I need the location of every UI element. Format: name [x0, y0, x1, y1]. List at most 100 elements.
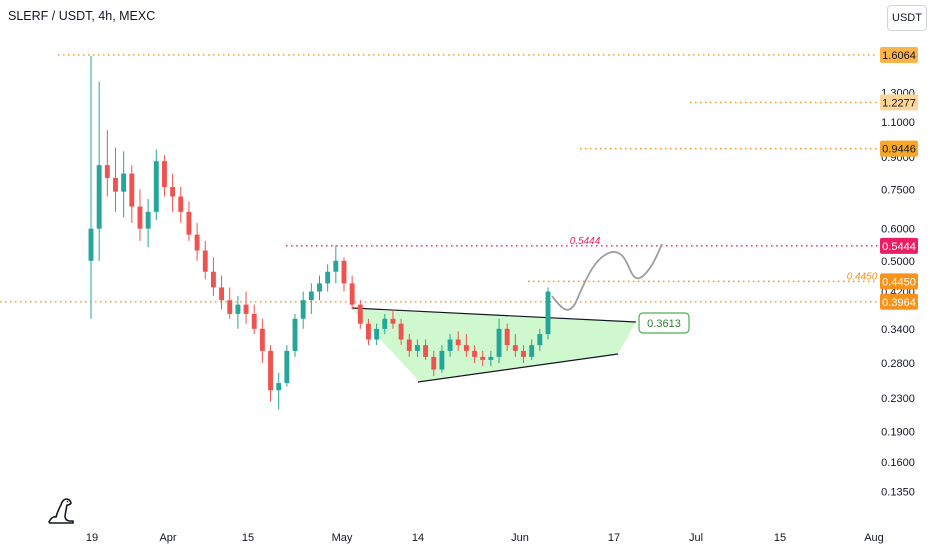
price-badge: [880, 293, 918, 310]
candle-body: [423, 345, 429, 357]
candle-body: [488, 356, 494, 360]
candle-body: [317, 283, 322, 292]
price-badge: [880, 46, 918, 63]
candle-body: [113, 177, 118, 192]
y-tick-label: 0.1600: [881, 457, 915, 469]
candle-body: [259, 328, 265, 351]
candle-body: [325, 271, 331, 284]
y-tick-label: 0.2300: [881, 393, 915, 405]
level-inline-label: 0.4450: [847, 271, 878, 282]
y-tick-label: 0.1900: [881, 426, 915, 438]
y-tick-label: 0.3400: [881, 324, 915, 336]
x-tick-label: 19: [86, 532, 98, 544]
candle-body: [145, 211, 151, 229]
projection-path: [551, 243, 663, 311]
candle-body: [463, 345, 469, 351]
candle-body: [472, 350, 478, 357]
candle-body: [129, 173, 135, 207]
triangle-callout-label: 0.3613: [647, 318, 681, 330]
x-tick-label: 15: [242, 532, 254, 544]
x-tick-label: Jul: [689, 532, 703, 544]
triangle-upper-line: [351, 307, 637, 323]
price-badge-label: 0.9446: [882, 144, 916, 156]
x-tick-label: 15: [774, 532, 786, 544]
candle-body: [251, 313, 257, 329]
triangle-pattern: 0.3613: [351, 307, 690, 383]
triangle-callout-box: [638, 312, 690, 334]
candle-body: [210, 271, 216, 288]
time-axis: 19 Apr 15 May 14 Jun 17 Jul 15 Aug: [86, 532, 884, 544]
candle-body: [545, 291, 551, 335]
level-lines: 0.5444 0.4450: [0, 54, 878, 303]
price-badge-label: 1.6064: [882, 50, 916, 62]
candle-body: [333, 260, 339, 272]
price-badge: [880, 237, 918, 254]
currency-button[interactable]: USDT: [887, 5, 927, 31]
candles: [88, 55, 551, 410]
candle-body: [521, 350, 526, 357]
candle-body: [219, 287, 225, 301]
candle-body: [137, 206, 143, 229]
candle-body: [276, 383, 282, 391]
candle-body: [414, 345, 420, 351]
x-tick-label: May: [332, 532, 353, 544]
candle-body: [235, 304, 241, 314]
candle-body: [504, 328, 510, 346]
candle-body: [398, 323, 404, 340]
candle-body: [96, 165, 102, 229]
candle-body: [374, 328, 380, 340]
x-tick-label: Jun: [511, 532, 529, 544]
candle-body: [537, 334, 543, 346]
y-tick-label: 0.7500: [881, 184, 915, 196]
candle-body: [121, 173, 127, 192]
projection-curve: [551, 243, 663, 311]
candle-body: [88, 228, 94, 261]
x-tick-label: Aug: [864, 532, 884, 544]
x-tick-label: 14: [412, 532, 424, 544]
candle-body: [194, 234, 200, 251]
level-inline-label: 0.5444: [570, 236, 601, 247]
price-badge-label: 0.5444: [882, 241, 916, 253]
candle-body: [447, 339, 453, 351]
candle-body: [300, 300, 306, 319]
price-badge: [880, 94, 918, 111]
price-badge-label: 0.3964: [882, 297, 916, 309]
triangle-fill: [352, 309, 636, 382]
y-tick-label: 0.5000: [881, 256, 915, 268]
candle-body: [480, 356, 486, 360]
symbol-title: SLERF / USDT, 4h, MEXC: [8, 9, 156, 23]
candle-body: [512, 345, 518, 351]
candle-body: [268, 350, 273, 391]
candle-body: [382, 318, 388, 329]
candle-body: [496, 328, 502, 357]
candle-body: [104, 165, 110, 178]
candle-body: [390, 318, 396, 324]
candle-body: [161, 161, 167, 187]
x-tick-label: 17: [608, 532, 620, 544]
candle-body: [357, 304, 363, 324]
y-tick-label: 0.2800: [881, 358, 915, 370]
candle-body: [178, 196, 184, 212]
candle-body: [341, 260, 347, 284]
y-tick-label: 0.6000: [881, 224, 915, 236]
x-tick-label: Apr: [159, 532, 176, 544]
candle-body: [366, 323, 371, 340]
candle-body: [349, 283, 355, 305]
price-badge-label: 0.4450: [882, 276, 916, 288]
price-badge-label: 1.2277: [882, 97, 916, 109]
price-badge: [880, 273, 918, 290]
candle-body: [439, 350, 445, 370]
tradingview-dino-icon[interactable]: [46, 496, 76, 526]
candle-body: [153, 161, 159, 212]
candle-body: [431, 356, 437, 370]
y-tick-label: 1.1000: [881, 117, 915, 129]
candle-body: [406, 339, 412, 351]
y-tick-label: 0.1350: [881, 487, 915, 499]
candle-body: [284, 350, 290, 384]
candle-body: [292, 318, 298, 351]
candle-body: [202, 250, 208, 272]
candle-body: [243, 304, 249, 314]
candle-body: [186, 211, 192, 235]
